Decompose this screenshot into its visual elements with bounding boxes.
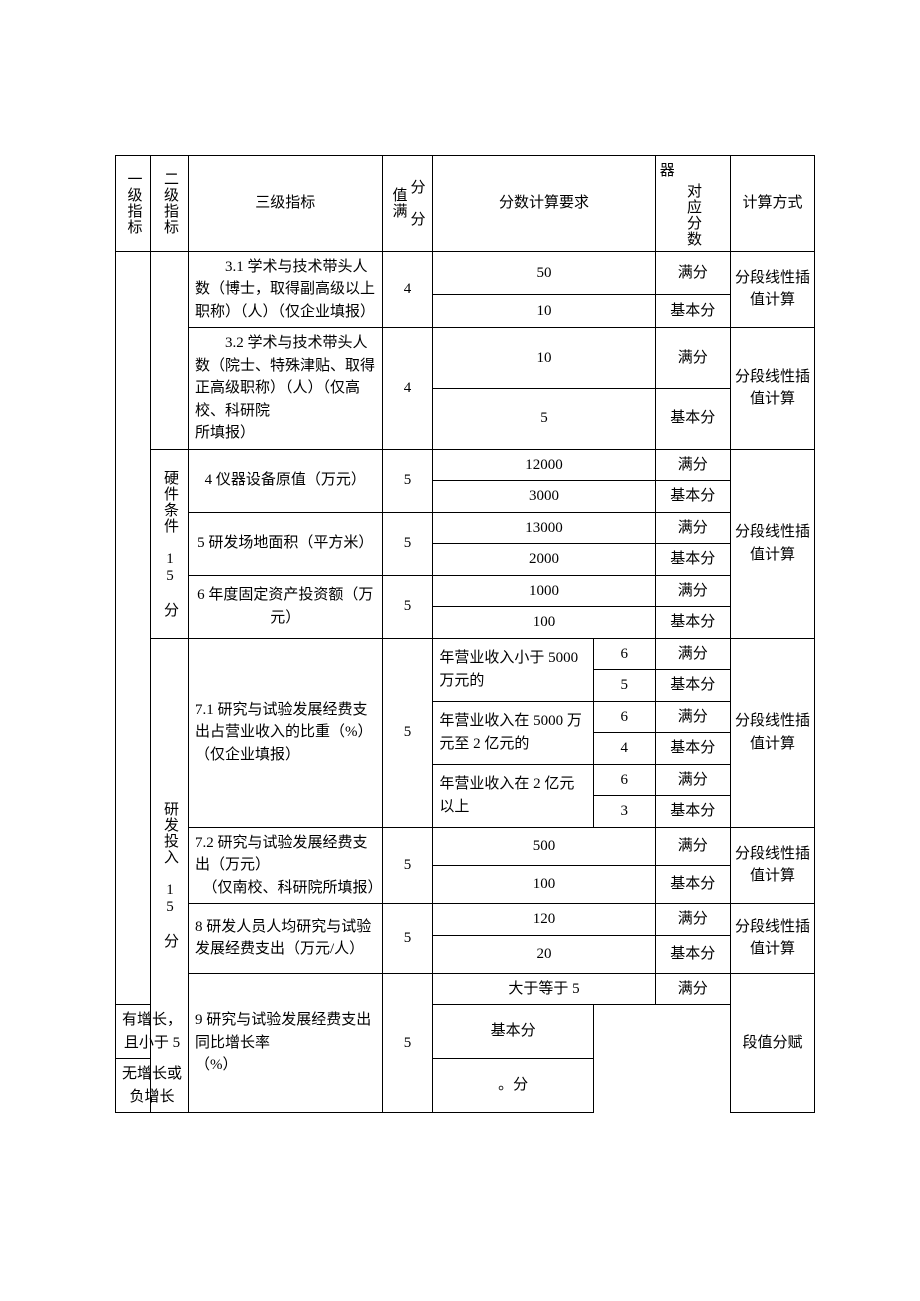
row-3-2-calc: 分段线性插值计算 xyxy=(730,328,814,450)
row-8-calc: 分段线性插值计算 xyxy=(730,904,814,974)
row-7-1-calc: 分段线性插值计算 xyxy=(730,638,814,827)
row-7-2-name: 7.2 研究与试验发展经费支出（万元） （仅南校、科研院所填报） xyxy=(188,827,382,904)
row-7-2-calc: 分段线性插值计算 xyxy=(730,827,814,904)
row-7-1-t3-full-val: 6 xyxy=(593,764,655,796)
hdr-calc: 计算方式 xyxy=(730,156,814,252)
row-7-1-t1-cond: 年营业收入小于 5000 万元的 xyxy=(433,638,593,701)
row-8-base-label: 基本分 xyxy=(655,935,730,973)
hdr-level1: 一级指标 xyxy=(116,156,151,252)
row-3-1-base-val: 10 xyxy=(433,295,655,328)
row-3-2-base-val: 5 xyxy=(433,388,655,449)
row-3-2-full-val: 10 xyxy=(433,328,655,389)
row-3-2-base-label: 基本分 xyxy=(655,388,730,449)
row-8-full-label: 满分 xyxy=(655,904,730,936)
row-7-1-t3-full-label: 满分 xyxy=(655,764,730,796)
row-7-1-t1-full-val: 6 xyxy=(593,638,655,670)
row-7-1-t3-base-val: 3 xyxy=(593,796,655,828)
row-3-1-calc: 分段线性插值计算 xyxy=(730,251,814,328)
row-4-full-label: 满分 xyxy=(655,449,730,481)
row-9-calc: 段值分赋 xyxy=(730,973,814,1113)
row-8-max: 5 xyxy=(382,904,433,974)
row-3-1-full-label: 满分 xyxy=(655,251,730,295)
row-7-1-t2-full-label: 满分 xyxy=(655,701,730,733)
row-6-base-label: 基本分 xyxy=(655,607,730,639)
row-8-name: 8 研发人员人均研究与试验发展经费支出（万元/人） xyxy=(188,904,382,974)
row-3-1-name: 3.1 学术与技术带头人数（博士，取得副高级以上职称）（人）（仅企业填报） xyxy=(188,251,382,328)
row-9-b3-cond: 无增长或负增长 xyxy=(116,1059,189,1113)
row-7-1-t2-full-val: 6 xyxy=(593,701,655,733)
row-9-b2-cond: 有增长，且小于 5 xyxy=(116,1005,189,1059)
hdr-req: 分数计算要求 xyxy=(433,156,655,252)
row-7-1-t3-cond: 年营业收入在 2 亿元以上 xyxy=(433,764,593,827)
row-3-2-max: 4 xyxy=(382,328,433,450)
row-3-2-full-label: 满分 xyxy=(655,328,730,389)
hdr-level3: 三级指标 xyxy=(188,156,382,252)
row-9-b1-cond: 大于等于 5 xyxy=(433,973,655,1005)
row-7-1-t1-base-val: 5 xyxy=(593,670,655,702)
row-7-1-name: 7.1 研究与试验发展经费支出占营业收入的比重（%）（仅企业填报） xyxy=(188,638,382,827)
row-7-2-full-val: 500 xyxy=(433,827,655,866)
row-5-base-val: 2000 xyxy=(433,544,655,576)
row-5-base-label: 基本分 xyxy=(655,544,730,576)
row-4-full-val: 12000 xyxy=(433,449,655,481)
row-7-1-t2-cond: 年营业收入在 5000 万元至 2 亿元的 xyxy=(433,701,593,764)
level2-blank-top xyxy=(151,251,189,449)
row-7-2-max: 5 xyxy=(382,827,433,904)
row-9-name: 9 研究与试验发展经费支出同比增长率 （%） xyxy=(188,973,382,1113)
row-6-name: 6 年度固定资产投资额（万元） xyxy=(188,575,382,638)
row-3-2-name: 3.2 学术与技术带头人数（院士、特殊津贴、取得正高级职称）（人）（仅高校、科研… xyxy=(188,328,382,450)
row-6-full-label: 满分 xyxy=(655,575,730,607)
row-5-max: 5 xyxy=(382,512,433,575)
row-8-full-val: 120 xyxy=(433,904,655,936)
row-3-1-max: 4 xyxy=(382,251,433,328)
row-9-b2-label: 基本分 xyxy=(433,1005,593,1059)
row-9-b3-label: 。分 xyxy=(433,1059,593,1113)
row-4-base-label: 基本分 xyxy=(655,481,730,513)
row-5-full-val: 13000 xyxy=(433,512,655,544)
row-6-max: 5 xyxy=(382,575,433,638)
rows-4-6-calc: 分段线性插值计算 xyxy=(730,449,814,638)
row-7-1-t1-base-label: 基本分 xyxy=(655,670,730,702)
row-4-max: 5 xyxy=(382,449,433,512)
row-3-1-base-label: 基本分 xyxy=(655,295,730,328)
row-7-2-full-label: 满分 xyxy=(655,827,730,866)
row-7-1-t3-base-label: 基本分 xyxy=(655,796,730,828)
row-9-b1-label: 满分 xyxy=(655,973,730,1005)
hdr-max: 分 分值满 xyxy=(382,156,433,252)
row-6-full-val: 1000 xyxy=(433,575,655,607)
row-3-1-full-val: 50 xyxy=(433,251,655,295)
level2-hardware: 硬件条件 15 分 xyxy=(151,449,189,638)
row-7-2-base-label: 基本分 xyxy=(655,866,730,904)
hdr-score: 器对应分数 xyxy=(655,156,730,252)
row-7-1-t2-base-label: 基本分 xyxy=(655,733,730,765)
scoring-table: 一级指标 二级指标 三级指标 分 分值满 分数计算要求 器对应分数 计算方式 3… xyxy=(115,155,815,1113)
row-8-base-val: 20 xyxy=(433,935,655,973)
row-7-2-base-val: 100 xyxy=(433,866,655,904)
row-7-1-t1-full-label: 满分 xyxy=(655,638,730,670)
row-4-base-val: 3000 xyxy=(433,481,655,513)
row-6-base-val: 100 xyxy=(433,607,655,639)
row-7-1-t2-base-val: 4 xyxy=(593,733,655,765)
header-row: 一级指标 二级指标 三级指标 分 分值满 分数计算要求 器对应分数 计算方式 xyxy=(116,156,815,252)
hdr-level2: 二级指标 xyxy=(151,156,189,252)
row-5-name: 5 研发场地面积（平方米） xyxy=(188,512,382,575)
level1-cell xyxy=(116,251,151,1005)
row-4-name: 4 仪器设备原值（万元） xyxy=(188,449,382,512)
row-9-max: 5 xyxy=(382,973,433,1113)
row-5-full-label: 满分 xyxy=(655,512,730,544)
row-7-1-max: 5 xyxy=(382,638,433,827)
